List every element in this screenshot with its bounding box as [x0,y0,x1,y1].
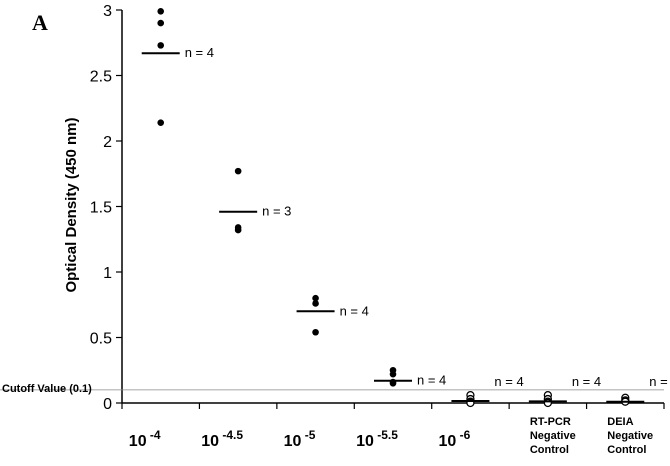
x-tick-label: DEIA [607,416,633,428]
data-point [157,8,165,15]
n-label: n = 4 [494,374,523,389]
n-label: n = 4 [340,303,369,318]
x-tick-exponent: -5.5 [374,428,398,442]
x-tick-base: 10 [201,433,219,450]
category-group: n = 4 10 -6 [439,374,524,450]
x-tick-base: 10 [284,433,302,450]
y-tick-label: 0 [103,396,112,413]
y-tick-label: 1.5 [90,200,112,217]
data-point [312,300,319,307]
y-tick-label: 2.5 [90,69,112,86]
y-axis-label: Optical Density (450 nm) [63,117,80,292]
category-group: n = 4 10 -5.5 [356,366,446,450]
n-label: n = 4 [417,373,446,388]
data-point [312,294,319,302]
x-tick-base: 10 [129,433,147,450]
x-tick-exponent: -6 [456,428,470,442]
category-group: n = 3 DEIA Negative Control [606,374,670,456]
x-tick-label: Negative [530,430,576,442]
x-tick-base: 10 [439,433,457,450]
data-point [312,328,319,336]
y-tick-label: 1 [103,265,112,282]
category-group: n = 4 10 -4 [129,8,214,450]
y-tick-label: 2 [103,134,112,151]
x-tick-exponent: -4.5 [219,428,243,442]
n-label: n = 4 [572,374,601,389]
x-tick-label: 10 -4 [129,428,161,450]
x-tick-label: Control [530,444,569,456]
y-tick-label: 0.5 [90,331,112,348]
panel-label: A [32,10,48,35]
x-tick-label: Negative [607,430,653,442]
x-tick-label: RT-PCR [530,416,571,428]
x-tick-label: 10 -4.5 [201,428,243,450]
n-label: n = 3 [262,204,291,219]
axes: 0 0.5 1 1.5 2 2.5 3 [0,3,665,413]
data-point [157,119,165,126]
x-tick-label: 10 -6 [439,428,471,450]
x-tick-base: 10 [356,433,374,450]
x-tick-label: 10 -5.5 [356,428,398,450]
x-tick-label: 10 -5 [284,428,316,450]
x-tick-exponent: -4 [147,428,161,442]
data-point [234,167,242,175]
marks: n = 4 10 -4 n = 3 10 -4.5 n = 4 10 -5 n = 4 10 … [129,8,670,456]
data-point [234,226,242,234]
x-tick-exponent: -5 [301,428,315,442]
category-group: n = 4 10 -5 [284,294,369,450]
data-point [157,42,165,49]
category-group: n = 3 10 -4.5 [201,167,291,450]
x-tick-label: Control [607,444,646,456]
n-label: n = 4 [185,45,214,60]
data-point [157,19,165,27]
cutoff-label: Cutoff Value (0.1) [2,383,92,395]
category-group: n = 4 RT-PCR Negative Control [528,374,601,456]
n-label: n = 3 [649,374,670,389]
data-point [389,370,397,378]
y-tick-label: 3 [103,3,112,20]
